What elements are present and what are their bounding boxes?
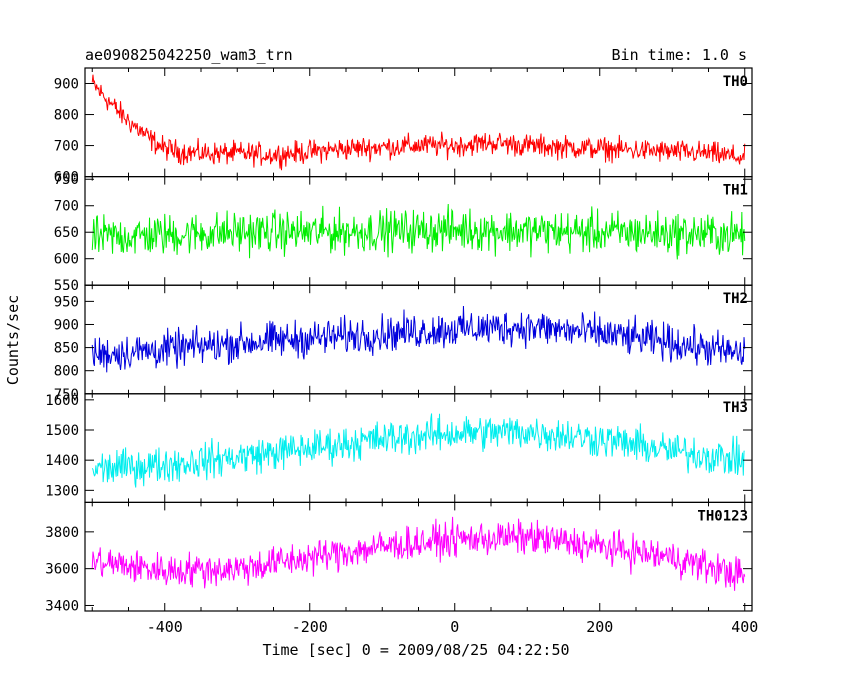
y-tick-label: 3600 bbox=[45, 562, 79, 578]
panel-frame-th0123 bbox=[84, 501, 753, 612]
y-axis-label: Counts/sec bbox=[4, 295, 22, 385]
y-tick-label: 600 bbox=[54, 170, 79, 186]
panel-label-th2: TH2 bbox=[723, 291, 748, 307]
panel-label-th0123: TH0123 bbox=[697, 508, 748, 524]
panel-frame-th0 bbox=[84, 67, 753, 178]
y-tick-label: 1600 bbox=[45, 393, 79, 409]
y-tick-label: 900 bbox=[54, 77, 79, 93]
y-tick-label: 950 bbox=[54, 294, 79, 310]
panel-label-th3: TH3 bbox=[723, 400, 748, 416]
y-tick-label: 1500 bbox=[45, 423, 79, 439]
y-tick-label: 900 bbox=[54, 317, 79, 333]
y-tick-label: 3800 bbox=[45, 525, 79, 541]
y-tick-label: 3400 bbox=[45, 598, 79, 614]
y-tick-label: 550 bbox=[54, 278, 79, 294]
x-axis-label: Time [sec] 0 = 2009/08/25 04:22:50 bbox=[262, 641, 569, 659]
panel-label-th1: TH1 bbox=[723, 183, 748, 199]
series-th0123-line bbox=[91, 516, 746, 591]
x-tick-label: 400 bbox=[731, 618, 758, 636]
panel-label-th0: TH0 bbox=[723, 74, 748, 90]
series-th1-line bbox=[91, 204, 746, 260]
series-th0-line bbox=[91, 74, 746, 171]
y-tick-label: 1300 bbox=[45, 483, 79, 499]
y-tick-label: 700 bbox=[54, 199, 79, 215]
chart-title: ae090825042250_wam3_trn bbox=[85, 46, 293, 64]
y-tick-label: 800 bbox=[54, 108, 79, 124]
y-tick-label: 1400 bbox=[45, 453, 79, 469]
y-tick-label: 600 bbox=[54, 252, 79, 268]
y-tick-label: 800 bbox=[54, 364, 79, 380]
y-tick-label: 650 bbox=[54, 225, 79, 241]
series-th3-line bbox=[91, 413, 745, 488]
x-tick-label: 200 bbox=[586, 618, 613, 636]
x-tick-label: -400 bbox=[147, 618, 183, 636]
series-th2-line bbox=[91, 306, 746, 373]
x-tick-label: -200 bbox=[292, 618, 328, 636]
y-tick-label: 850 bbox=[54, 341, 79, 357]
y-tick-label: 700 bbox=[54, 139, 79, 155]
x-tick-label: 0 bbox=[450, 618, 459, 636]
bin-time-label: Bin time: 1.0 s bbox=[612, 46, 747, 64]
y-tick-label: 750 bbox=[54, 387, 79, 403]
y-tick-label: 750 bbox=[54, 172, 79, 188]
panels-group: 600 700 800 900 TH0 550 600 650 700 750 TH1 750 800 8… bbox=[45, 67, 758, 636]
